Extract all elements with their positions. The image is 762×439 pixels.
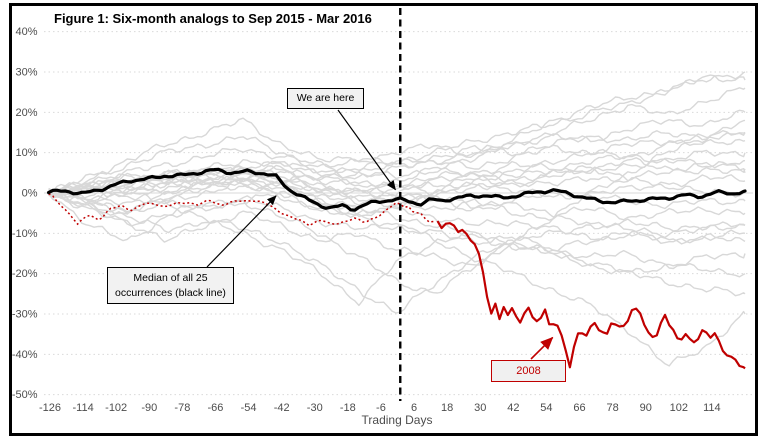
svg-text:114: 114 [703, 402, 721, 414]
svg-text:-6: -6 [376, 402, 386, 414]
svg-text:54: 54 [540, 402, 552, 414]
line-2008 [48, 193, 746, 370]
svg-text:78: 78 [606, 402, 618, 414]
svg-text:18: 18 [441, 402, 453, 414]
chart-title: Figure 1: Six-month analogs to Sep 2015 … [54, 11, 372, 26]
svg-text:42: 42 [507, 402, 519, 414]
svg-text:-54: -54 [241, 402, 257, 414]
annotation-arrows [206, 109, 554, 360]
median-line [47, 167, 747, 212]
svg-text:-50%: -50% [12, 389, 38, 401]
svg-text:90: 90 [640, 402, 652, 414]
svg-text:66: 66 [573, 402, 585, 414]
svg-text:-126: -126 [39, 402, 61, 414]
analog-lines [48, 71, 746, 367]
svg-text:-30%: -30% [12, 308, 38, 320]
svg-text:-30: -30 [307, 402, 323, 414]
svg-text:-10%: -10% [12, 228, 38, 240]
svg-text:30%: 30% [15, 67, 37, 79]
svg-text:30: 30 [474, 402, 486, 414]
annotation-2008-label: 2008 [516, 365, 541, 377]
annotation-2008: 2008 [491, 360, 566, 382]
svg-text:6: 6 [411, 402, 417, 414]
annotation-we-are-here-label: We are here [296, 92, 355, 104]
svg-text:10%: 10% [15, 147, 37, 159]
svg-text:-42: -42 [274, 402, 290, 414]
annotation-median-line2: occurrences (black line) [115, 287, 226, 299]
svg-text:-20%: -20% [12, 268, 38, 280]
svg-text:20%: 20% [15, 107, 37, 119]
svg-text:0%: 0% [22, 188, 38, 200]
y-axis-tick-labels: 40% 30% 20% 10% 0% -10% -20% -30% -40% -50% [12, 26, 38, 401]
svg-text:-78: -78 [174, 402, 190, 414]
annotation-median-line1: Median of all 25 [133, 272, 208, 284]
annotation-median: Median of all 25 occurrences (black line… [107, 267, 234, 304]
annotation-we-are-here: We are here [287, 88, 364, 109]
svg-text:-18: -18 [340, 402, 356, 414]
x-axis-tick-labels: -126 -114 -102 -90 -78 -66 -54 -42 -30 -18 -6 6 18 30… [39, 402, 721, 414]
svg-text:40%: 40% [15, 26, 37, 38]
svg-text:102: 102 [670, 402, 688, 414]
svg-text:-114: -114 [72, 402, 93, 414]
svg-text:-66: -66 [208, 402, 224, 414]
svg-text:-90: -90 [141, 402, 157, 414]
svg-text:-102: -102 [105, 402, 127, 414]
gridlines [44, 31, 753, 396]
x-axis-title: Trading Days [361, 413, 433, 427]
svg-text:-40%: -40% [12, 349, 38, 361]
